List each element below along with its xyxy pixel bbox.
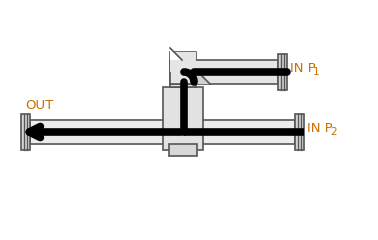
Bar bbox=[278, 54, 287, 90]
Bar bbox=[30, 120, 295, 144]
Bar bbox=[170, 52, 196, 84]
Bar bbox=[295, 114, 304, 150]
Bar bbox=[170, 84, 196, 87]
Text: IN P: IN P bbox=[307, 122, 333, 136]
Bar bbox=[163, 87, 203, 150]
Bar bbox=[21, 114, 30, 150]
Text: 1: 1 bbox=[313, 67, 320, 77]
Polygon shape bbox=[170, 48, 182, 60]
Polygon shape bbox=[196, 70, 210, 84]
Text: 2: 2 bbox=[330, 127, 337, 137]
Text: IN P: IN P bbox=[290, 62, 316, 76]
Text: OUT: OUT bbox=[25, 99, 53, 112]
Bar bbox=[169, 144, 197, 156]
Bar bbox=[170, 52, 196, 72]
Bar bbox=[170, 60, 278, 84]
